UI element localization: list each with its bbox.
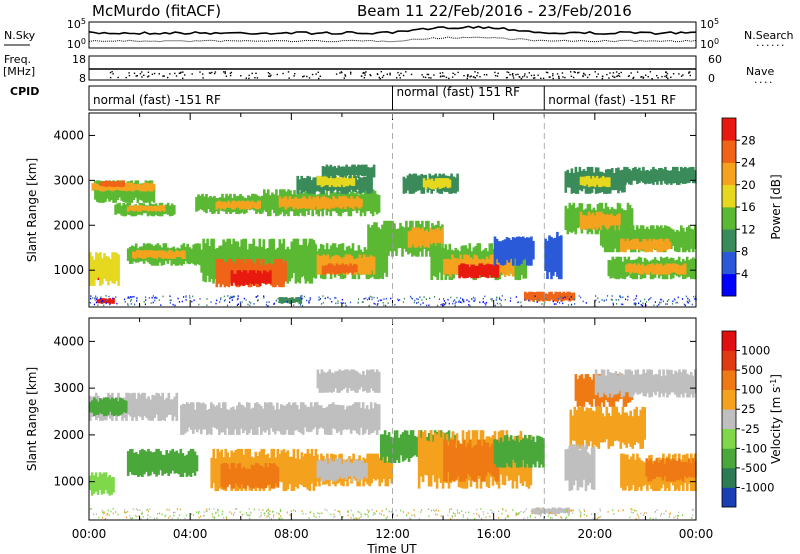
freq-left-tick-top: 18: [72, 53, 86, 66]
nsearch-label: N.Search: [744, 29, 794, 42]
colorbar-segment: [722, 370, 736, 390]
colorbar-segment: [722, 389, 736, 410]
colorbar-tick: 28: [741, 133, 756, 147]
y-tick-label: 1000: [53, 263, 84, 277]
x-tick-label: 08:00: [274, 527, 309, 541]
colorbar-segment: [722, 207, 736, 230]
colorbar-segment: [722, 350, 736, 371]
colorbar-tick: -1000: [741, 480, 774, 494]
noise-right-tick-bottom: 100: [700, 37, 719, 51]
svg-text:......: ......: [756, 36, 786, 49]
colorbar-tick: 25: [741, 402, 756, 416]
colorbar-segment: [722, 428, 736, 449]
power-colorbar: 4 8 12 16 20 24 28 Power [dB]: [721, 117, 783, 297]
colorbar-title: Power [dB]: [769, 174, 783, 239]
y-tick-label: 2000: [53, 428, 84, 442]
y-axis-title: Slant Range [km]: [25, 158, 39, 262]
freq-label: Freq.: [4, 53, 31, 66]
nave-right-tick-top: 60: [708, 53, 722, 66]
colorbar-title: Velocity [m s-1]: [769, 374, 783, 464]
colorbar-tick: 16: [741, 200, 756, 214]
freq-panel: 18 8 60 0: [72, 53, 722, 85]
noise-right-tick-top: 105: [700, 17, 719, 31]
y-tick-label: 1000: [53, 475, 84, 489]
time-axis: 00:00 04:00 08:00 12:00 16:00 20:00 00:00: [72, 527, 714, 541]
freq-left-tick-bottom: 8: [79, 72, 86, 85]
x-tick-label: 12:00: [375, 527, 410, 541]
colorbar-tick: 8: [741, 245, 748, 259]
y-tick-label: 4000: [53, 128, 84, 142]
y-tick-label: 2000: [53, 218, 84, 232]
cpid-mode-label: normal (fast) -151 RF: [93, 93, 221, 107]
colorbar-tick: 500: [741, 363, 763, 377]
colorbar-tick: -500: [741, 461, 767, 475]
colorbar-tick: 1000: [741, 344, 770, 358]
freq-unit-label: [MHz]: [3, 65, 35, 78]
x-tick-label: 04:00: [173, 527, 208, 541]
cpid-label: CPID: [10, 85, 39, 98]
colorbar-segment: [722, 409, 736, 430]
noise-panel: 105 100 105 100: [67, 17, 719, 51]
colorbar-tick: 4: [741, 267, 748, 281]
cpid-mode-label: normal (fast) 151 RF: [397, 85, 521, 99]
colorbar-segment: [722, 229, 736, 252]
cpid-panel: normal (fast) -151 RF normal (fast) 151 R…: [88, 85, 697, 111]
x-tick-label: 00:00: [679, 527, 714, 541]
y-tick-label: 4000: [53, 334, 84, 348]
x-axis-title: Time UT: [366, 542, 417, 554]
colorbar-segment: [722, 273, 736, 297]
cpid-mode-label: normal (fast) -151 RF: [548, 93, 676, 107]
colorbar-segment: [722, 162, 736, 186]
velocity-colorbar: 1000 500 100 25 -25 -100 -500 -1000 Velocity [m …: [721, 330, 783, 508]
colorbar-segment: [722, 467, 736, 488]
svg-text:....: ....: [754, 73, 774, 86]
station-title: McMurdo (fitACF): [92, 2, 221, 20]
nave-right-tick-bottom: 0: [708, 72, 715, 85]
y-tick-label: 3000: [53, 381, 84, 395]
colorbar-segment: [722, 487, 736, 508]
nsky-label: N.Sky: [4, 29, 36, 42]
colorbar-tick: 24: [741, 156, 756, 170]
power-panel: 1000 2000 3000 4000 Slant Range [km]: [25, 112, 697, 308]
colorbar-segment: [722, 118, 736, 141]
x-tick-label: 20:00: [578, 527, 613, 541]
colorbar-segment: [722, 140, 736, 163]
colorbar-tick: 12: [741, 222, 756, 236]
colorbar-tick: 20: [741, 178, 756, 192]
colorbar-segment: [722, 184, 736, 208]
velocity-panel: 1000 2000 3000 4000 Slant Range [km]: [25, 317, 697, 521]
noise-left-tick-bottom: 100: [67, 37, 86, 51]
x-tick-label: 00:00: [72, 527, 107, 541]
beam-date-title: Beam 11 22/Feb/2016 - 23/Feb/2016: [357, 2, 632, 20]
x-tick-label: 16:00: [476, 527, 511, 541]
colorbar-segment: [722, 331, 736, 351]
colorbar-segment: [722, 251, 736, 275]
colorbar-tick: -100: [741, 441, 767, 455]
nave-label: Nave: [746, 65, 774, 78]
colorbar-tick: -25: [741, 422, 760, 436]
noise-left-tick-top: 105: [67, 17, 86, 31]
colorbar-segment: [722, 448, 736, 469]
y-tick-label: 3000: [53, 173, 84, 187]
colorbar-tick: 100: [741, 383, 763, 397]
y-axis-title: Slant Range [km]: [25, 367, 39, 471]
